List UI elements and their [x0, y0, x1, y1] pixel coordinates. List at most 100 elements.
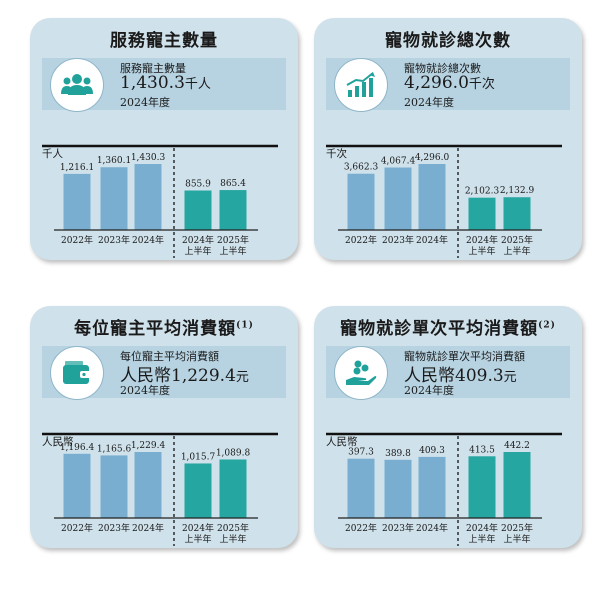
kpi-year: 2024年度 [404, 96, 454, 109]
data-label: 413.5 [469, 445, 495, 455]
card-title: 每位寵主平均消費額(1) [74, 319, 254, 339]
category-label: 2025年 [501, 234, 533, 246]
category-label: 上半年 [503, 533, 530, 545]
data-label: 1,360.1 [97, 156, 131, 166]
bar [384, 459, 412, 518]
bar [468, 456, 496, 518]
data-label: 4,067.4 [381, 157, 416, 167]
bar [63, 173, 91, 230]
data-label: 1,196.4 [60, 443, 95, 453]
card-title: 服務寵主數量 [110, 31, 218, 51]
kpi-year: 2024年度 [120, 384, 170, 397]
kpi-panel: 每位寵主平均消費額 人民幣1,229.4元 2024年度 [42, 346, 286, 400]
category-label: 2022年 [61, 234, 93, 246]
kpi-value: 4,296.0千次 [404, 73, 495, 93]
data-label: 2,102.3 [465, 187, 500, 197]
card-avg-visit-spend: 寵物就診單次平均消費額(2) 寵物就診單次平均消費額 人民幣409.3元 202… [314, 306, 582, 548]
bar [134, 164, 162, 230]
kpi-value: 人民幣409.3元 [404, 366, 517, 386]
category-label: 2024年 [466, 234, 498, 246]
bar [418, 456, 446, 518]
bar [503, 452, 531, 518]
kpi-label: 服務寵主數量 [120, 62, 186, 75]
category-label: 上半年 [503, 245, 530, 257]
bar [134, 452, 162, 518]
card-visits: 寵物就診總次數 寵物就診總次數 4,296.0千次 2024年度 千次 3,662… [314, 18, 582, 260]
bar-chart: 千人 1,216.1 2022年 1,360.1 2023年 1,430.3 2024年 85… [42, 144, 278, 258]
category-label: 上半年 [184, 245, 211, 257]
data-label: 389.8 [385, 449, 411, 459]
category-label: 2023年 [98, 234, 130, 246]
category-label: 上半年 [219, 533, 246, 545]
category-label: 2023年 [98, 522, 130, 534]
category-label: 2025年 [217, 234, 249, 246]
data-label: 3,662.3 [344, 163, 379, 173]
kpi-label: 寵物就診單次平均消費額 [404, 350, 525, 363]
bar-chart: 千次 3,662.3 2022年 4,067.4 2023年 4,296.0 2024年 2,… [326, 144, 562, 258]
data-label: 855.9 [185, 180, 211, 190]
kpi-panel: 寵物就診總次數 4,296.0千次 2024年度 [326, 58, 570, 112]
data-label: 1,089.8 [216, 448, 251, 458]
y-unit-label: 人民幣 [326, 436, 358, 448]
category-label: 2023年 [382, 522, 414, 534]
data-label: 442.2 [504, 441, 530, 451]
bar [184, 190, 212, 230]
bar [219, 459, 247, 518]
y-unit-label: 千人 [42, 148, 63, 160]
category-label: 2025年 [217, 522, 249, 534]
people-icon [50, 58, 104, 112]
data-label: 397.3 [348, 448, 374, 458]
data-label: 1,229.4 [131, 441, 166, 451]
category-label: 上半年 [468, 245, 495, 257]
bar [468, 197, 496, 230]
y-unit-label: 人民幣 [42, 436, 74, 448]
category-label: 2025年 [501, 522, 533, 534]
category-label: 2022年 [61, 522, 93, 534]
category-label: 2024年 [182, 522, 214, 534]
bar [384, 167, 412, 230]
bar [63, 453, 91, 518]
category-label: 2022年 [345, 522, 377, 534]
y-unit-label: 千次 [326, 147, 347, 160]
data-label: 2,132.9 [500, 186, 535, 196]
data-label: 1,430.3 [131, 153, 166, 163]
growth-chart-icon [334, 58, 388, 112]
category-label: 2024年 [466, 522, 498, 534]
kpi-value: 1,430.3千人 [120, 73, 211, 93]
data-label: 1,165.6 [97, 444, 132, 454]
data-label: 4,296.0 [415, 153, 450, 163]
kpi-year: 2024年度 [120, 96, 170, 109]
kpi-panel: 服務寵主數量 1,430.3千人 2024年度 [42, 58, 286, 112]
bar [418, 164, 446, 230]
category-label: 2022年 [345, 234, 377, 246]
bar [100, 167, 128, 230]
coins-hand-icon [334, 346, 388, 400]
category-label: 上半年 [219, 245, 246, 257]
kpi-value: 人民幣1,229.4元 [120, 366, 249, 386]
card-title: 寵物就診單次平均消費額(2) [340, 319, 556, 339]
bar [503, 197, 531, 230]
data-label: 1,216.1 [60, 163, 94, 173]
kpi-panel: 寵物就診單次平均消費額 人民幣409.3元 2024年度 [326, 346, 570, 400]
bar [219, 190, 247, 230]
category-label: 上半年 [184, 533, 211, 545]
card-service-owners: 服務寵主數量 服務寵主數量 1,430.3千人 2024年度 千人 1,216.1… [30, 18, 298, 260]
category-label: 2023年 [382, 234, 414, 246]
data-label: 409.3 [419, 446, 445, 456]
category-label: 2024年 [182, 234, 214, 246]
kpi-label: 寵物就診總次數 [404, 62, 481, 75]
wallet-icon [50, 346, 104, 400]
data-label: 1,015.7 [181, 452, 216, 462]
bar [347, 458, 375, 518]
category-label: 2024年 [416, 234, 448, 246]
data-label: 865.4 [220, 179, 246, 189]
category-label: 2024年 [416, 522, 448, 534]
category-label: 2024年 [132, 234, 164, 246]
kpi-label: 每位寵主平均消費額 [120, 350, 219, 363]
card-title: 寵物就診總次數 [385, 31, 511, 51]
category-label: 上半年 [468, 533, 495, 545]
bar [100, 455, 128, 518]
bar [184, 463, 212, 518]
card-avg-owner-spend: 每位寵主平均消費額(1) 每位寵主平均消費額 人民幣1,229.4元 2024年… [30, 306, 298, 548]
